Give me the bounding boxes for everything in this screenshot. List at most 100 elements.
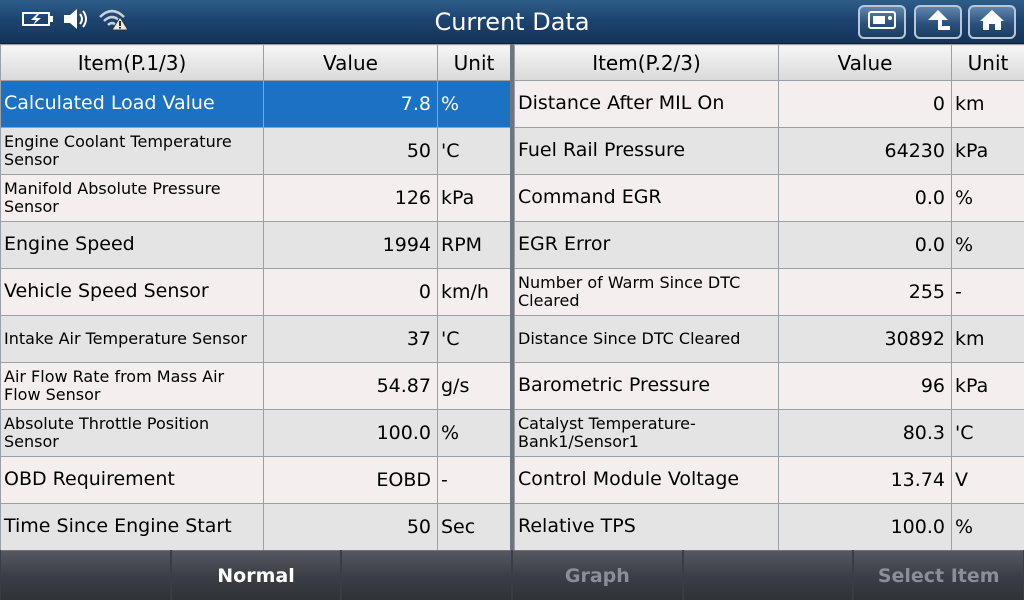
function-button-5[interactable] [683,550,853,600]
table-header: Item(P.1/3) Value Unit [0,44,511,81]
data-table-page-1: Item(P.1/3) Value Unit Calculated Load V… [0,44,511,551]
table-row[interactable]: Air Flow Rate from Mass Air Flow Sensor … [0,362,511,410]
table-row[interactable]: Distance Since DTC Cleared 30892 km [514,315,1024,363]
row-unit: - [437,456,511,504]
row-item: Time Since Engine Start [0,503,264,551]
battery-icon [22,11,54,31]
table-row[interactable]: Fuel Rail Pressure 64230 kPa [514,127,1024,175]
row-unit: km [951,80,1024,128]
row-item: Engine Speed [0,221,264,269]
left-data-panel: Item(P.1/3) Value Unit Calculated Load V… [0,44,511,551]
row-item: Barometric Pressure [514,362,779,410]
screenshot-button[interactable] [858,5,906,39]
row-value: 80.3 [778,409,952,457]
table-row[interactable]: Number of Warm Since DTC Cleared 255 - [514,268,1024,316]
select-item-button[interactable]: Select Item [854,550,1024,600]
home-icon [978,8,1006,36]
back-arrow-icon [924,8,952,36]
table-row[interactable]: Manifold Absolute Pressure Sensor 126 kP… [0,174,511,222]
row-value: 0.0 [778,221,952,269]
row-item: Distance Since DTC Cleared [514,315,779,363]
table-row[interactable]: Time Since Engine Start 50 Sec [0,503,511,551]
row-item: Command EGR [514,174,779,222]
row-item: EGR Error [514,221,779,269]
table-row[interactable]: Command EGR 0.0 % [514,174,1024,222]
wifi-warning-icon [98,7,129,35]
row-unit: 'C [951,409,1024,457]
row-unit: % [437,80,511,128]
row-unit: kPa [437,174,511,222]
screenshot-icon [867,9,897,35]
row-value: 255 [778,268,952,316]
row-unit: % [951,174,1024,222]
row-unit: kPa [951,362,1024,410]
row-unit: % [437,409,511,457]
page-title: Current Data [434,8,590,36]
bottom-toolbar: Normal Graph Select Item [0,550,1024,600]
row-value: 126 [263,174,438,222]
row-unit: % [951,503,1024,551]
row-value: 30892 [778,315,952,363]
row-item: Distance After MIL On [514,80,779,128]
row-item: Relative TPS [514,503,779,551]
row-unit: 'C [437,315,511,363]
normal-button[interactable]: Normal [171,550,341,600]
table-row[interactable]: EGR Error 0.0 % [514,221,1024,269]
row-value: 7.8 [263,80,438,128]
table-row[interactable]: Control Module Voltage 13.74 V [514,456,1024,504]
row-item: Vehicle Speed Sensor [0,268,264,316]
row-unit: 'C [437,127,511,175]
panel-divider [510,44,514,550]
title-bar: Current Data [0,0,1024,44]
row-item: Number of Warm Since DTC Cleared [514,268,779,316]
table-row[interactable]: Calculated Load Value 7.8 % [0,80,511,128]
row-item: Control Module Voltage [514,456,779,504]
row-value: 64230 [778,127,952,175]
table-row[interactable]: Relative TPS 100.0 % [514,503,1024,551]
header-unit: Unit [437,44,511,81]
table-row[interactable]: Vehicle Speed Sensor 0 km/h [0,268,511,316]
row-value: 50 [263,503,438,551]
graph-button[interactable]: Graph [513,550,682,600]
row-unit: V [951,456,1024,504]
home-button[interactable] [968,5,1016,39]
header-value: Value [263,44,438,81]
function-button-1[interactable] [1,550,170,600]
row-item: Catalyst Temperature-Bank1/Sensor1 [514,409,779,457]
row-value: EOBD [263,456,438,504]
row-item: Calculated Load Value [0,80,264,128]
header-value: Value [778,44,952,81]
speaker-icon [62,8,90,34]
back-button[interactable] [914,5,962,39]
table-row[interactable]: Barometric Pressure 96 kPa [514,362,1024,410]
row-value: 96 [778,362,952,410]
row-value: 50 [263,127,438,175]
header-unit: Unit [951,44,1024,81]
table-row[interactable]: Distance After MIL On 0 km [514,80,1024,128]
row-item: Air Flow Rate from Mass Air Flow Sensor [0,362,264,410]
function-button-3[interactable] [342,550,512,600]
row-unit: km [951,315,1024,363]
row-value: 100.0 [778,503,952,551]
row-item: OBD Requirement [0,456,264,504]
row-item: Absolute Throttle Position Sensor [0,409,264,457]
row-value: 37 [263,315,438,363]
table-row[interactable]: Intake Air Temperature Sensor 37 'C [0,315,511,363]
row-item: Intake Air Temperature Sensor [0,315,264,363]
row-unit: kPa [951,127,1024,175]
right-data-panel: Item(P.2/3) Value Unit Distance After MI… [514,44,1024,551]
table-row[interactable]: OBD Requirement EOBD - [0,456,511,504]
row-unit: RPM [437,221,511,269]
table-row[interactable]: Engine Speed 1994 RPM [0,221,511,269]
row-item: Manifold Absolute Pressure Sensor [0,174,264,222]
table-row[interactable]: Absolute Throttle Position Sensor 100.0 … [0,409,511,457]
row-unit: Sec [437,503,511,551]
row-value: 100.0 [263,409,438,457]
row-value: 1994 [263,221,438,269]
header-item: Item(P.2/3) [514,44,779,81]
table-row[interactable]: Engine Coolant Temperature Sensor 50 'C [0,127,511,175]
row-item: Engine Coolant Temperature Sensor [0,127,264,175]
data-table-page-2: Item(P.2/3) Value Unit Distance After MI… [514,44,1024,551]
row-unit: - [951,268,1024,316]
table-row[interactable]: Catalyst Temperature-Bank1/Sensor1 80.3 … [514,409,1024,457]
